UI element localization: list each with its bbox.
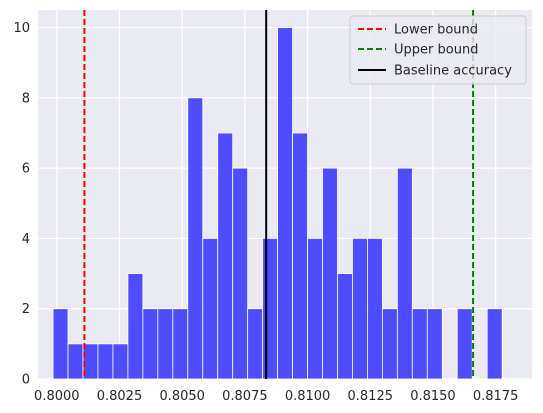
histogram-bar [277, 27, 293, 380]
x-tick-label: 0.8150 [410, 389, 456, 404]
histogram-bar [157, 308, 174, 380]
y-tick-label: 4 [22, 232, 30, 247]
reference-lines [83, 10, 475, 379]
y-tick-label: 2 [22, 302, 30, 317]
histogram-bar [426, 308, 443, 380]
x-tick-label: 0.8000 [34, 389, 80, 404]
histogram-bar [367, 238, 383, 380]
x-tick-label: 0.8050 [159, 389, 205, 404]
histogram-bar [411, 308, 428, 380]
histogram-bar [486, 308, 503, 380]
legend: Lower bound Upper bound Baseline accurac… [349, 15, 527, 85]
y-tick-label: 8 [22, 91, 30, 106]
x-tick-label: 0.8175 [473, 389, 519, 404]
histogram-bar [247, 308, 264, 380]
histogram-bar [112, 343, 129, 380]
histogram-bar [172, 308, 189, 380]
histogram-bar [381, 308, 398, 380]
histogram-bar [352, 238, 368, 380]
histogram-bar [202, 238, 219, 380]
histogram-bar [307, 238, 323, 380]
histogram-bar [187, 97, 204, 380]
histogram-bar [97, 343, 114, 380]
legend-box [349, 15, 527, 85]
histogram-bar [232, 167, 249, 380]
histogram-bar [142, 308, 159, 380]
histogram-bar [127, 273, 144, 380]
legend-label-baseline: Baseline accuracy [394, 64, 512, 79]
x-tick-label: 0.8025 [97, 389, 143, 404]
histogram-bar [337, 273, 353, 380]
y-tick-label: 0 [22, 373, 30, 388]
histogram-bar [322, 167, 338, 380]
histogram-bar [217, 132, 234, 380]
histogram-bar [52, 308, 69, 380]
histogram-bar [456, 308, 473, 380]
x-tick-label: 0.8075 [222, 389, 268, 404]
x-axis-ticks: 0.8000 0.8025 0.8050 0.8075 0.8100 0.8125 0.81… [34, 389, 518, 404]
legend-label-upper: Upper bound [394, 43, 478, 58]
legend-label-lower: Lower bound [394, 23, 478, 38]
histogram-bar [292, 132, 308, 380]
x-tick-label: 0.8125 [348, 389, 394, 404]
y-tick-label: 10 [13, 21, 30, 36]
histogram-bar [396, 167, 413, 380]
histogram-bar [67, 343, 84, 380]
y-axis-ticks: 0 2 4 6 8 10 [13, 21, 30, 387]
x-tick-label: 0.8100 [285, 389, 331, 404]
histogram-bar [262, 238, 279, 380]
y-tick-label: 6 [22, 162, 30, 177]
